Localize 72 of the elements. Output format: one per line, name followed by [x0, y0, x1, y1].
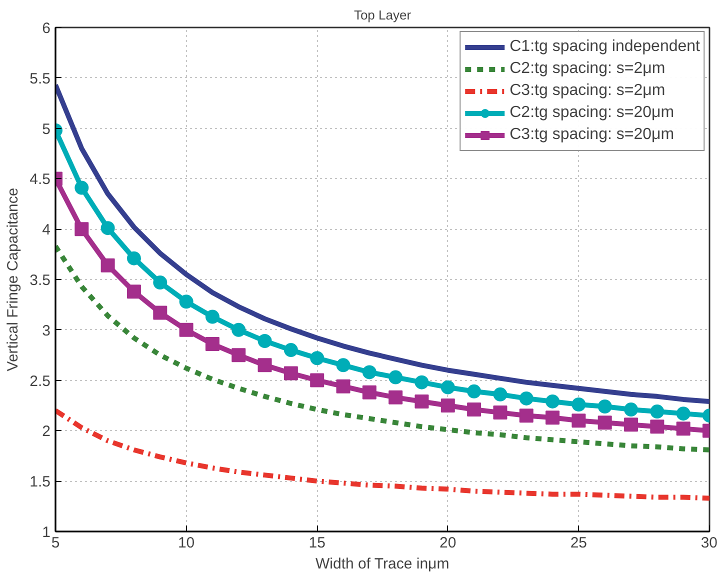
point — [650, 420, 664, 434]
point — [310, 373, 324, 388]
point — [153, 306, 168, 320]
point — [624, 418, 638, 432]
y-tick-label: 1 — [42, 524, 50, 541]
point — [205, 310, 220, 324]
point — [232, 348, 246, 362]
point — [519, 391, 534, 406]
point — [126, 251, 141, 266]
point — [74, 222, 89, 236]
x-tick-label: 25 — [570, 534, 588, 552]
legend-label: C3:tg spacing: s=2μm — [510, 81, 666, 101]
x-axis-title: Width of Trace inμm — [316, 556, 450, 572]
point — [336, 379, 350, 394]
y-tick-label: 2.5 — [30, 372, 51, 390]
point — [258, 358, 272, 372]
point — [284, 366, 298, 380]
x-tick-label: 15 — [308, 534, 326, 552]
point — [624, 402, 638, 417]
point — [650, 404, 664, 419]
chart-title: Top Layer — [354, 8, 412, 22]
point — [440, 380, 455, 394]
point — [598, 416, 612, 430]
point — [598, 400, 612, 414]
y-tick-label: 5.5 — [30, 70, 51, 88]
point — [310, 351, 324, 366]
point — [414, 394, 429, 408]
y-axis-title: Vertical Fringe Capacitance — [4, 188, 22, 372]
point — [519, 408, 534, 423]
point — [153, 276, 168, 290]
legend-label: C2:tg spacing: s=20μm — [510, 103, 674, 123]
point — [467, 402, 482, 417]
point — [676, 422, 690, 436]
legend-label: C1:tg spacing independent — [510, 37, 700, 57]
point — [179, 294, 194, 309]
point — [362, 365, 376, 380]
point — [336, 358, 350, 372]
point — [493, 387, 508, 402]
x-tick-label: 30 — [700, 534, 717, 552]
point — [100, 221, 115, 236]
x-tick-label: 10 — [178, 534, 195, 552]
point — [362, 385, 376, 400]
point — [467, 384, 482, 398]
legend-label: C3:tg spacing: s=20μm — [510, 125, 674, 145]
point — [388, 370, 403, 384]
y-tick-label: 6 — [42, 20, 50, 37]
legend-label: C2:tg spacing: s=2μm — [510, 59, 666, 79]
point — [284, 343, 298, 358]
y-tick-label: 5 — [42, 120, 50, 138]
point — [74, 180, 89, 195]
point — [546, 410, 560, 425]
point — [179, 322, 194, 337]
y-tick-label: 4.5 — [30, 171, 51, 188]
point — [388, 390, 403, 404]
point — [572, 398, 586, 412]
point — [546, 394, 560, 408]
point — [126, 284, 141, 299]
point — [258, 334, 272, 348]
y-tick-label: 4 — [42, 222, 50, 239]
y-tick-label: 3 — [42, 322, 50, 340]
point — [205, 337, 220, 352]
point — [572, 414, 586, 428]
y-tick-label: 3.5 — [30, 272, 51, 289]
x-tick-label: 20 — [440, 534, 456, 552]
point — [100, 258, 115, 272]
point — [440, 398, 455, 412]
y-tick-label: 1.5 — [30, 474, 51, 491]
y-tick-label: 2 — [42, 423, 50, 440]
point — [414, 375, 429, 390]
point — [493, 406, 508, 420]
point — [232, 322, 246, 337]
point — [676, 406, 690, 421]
